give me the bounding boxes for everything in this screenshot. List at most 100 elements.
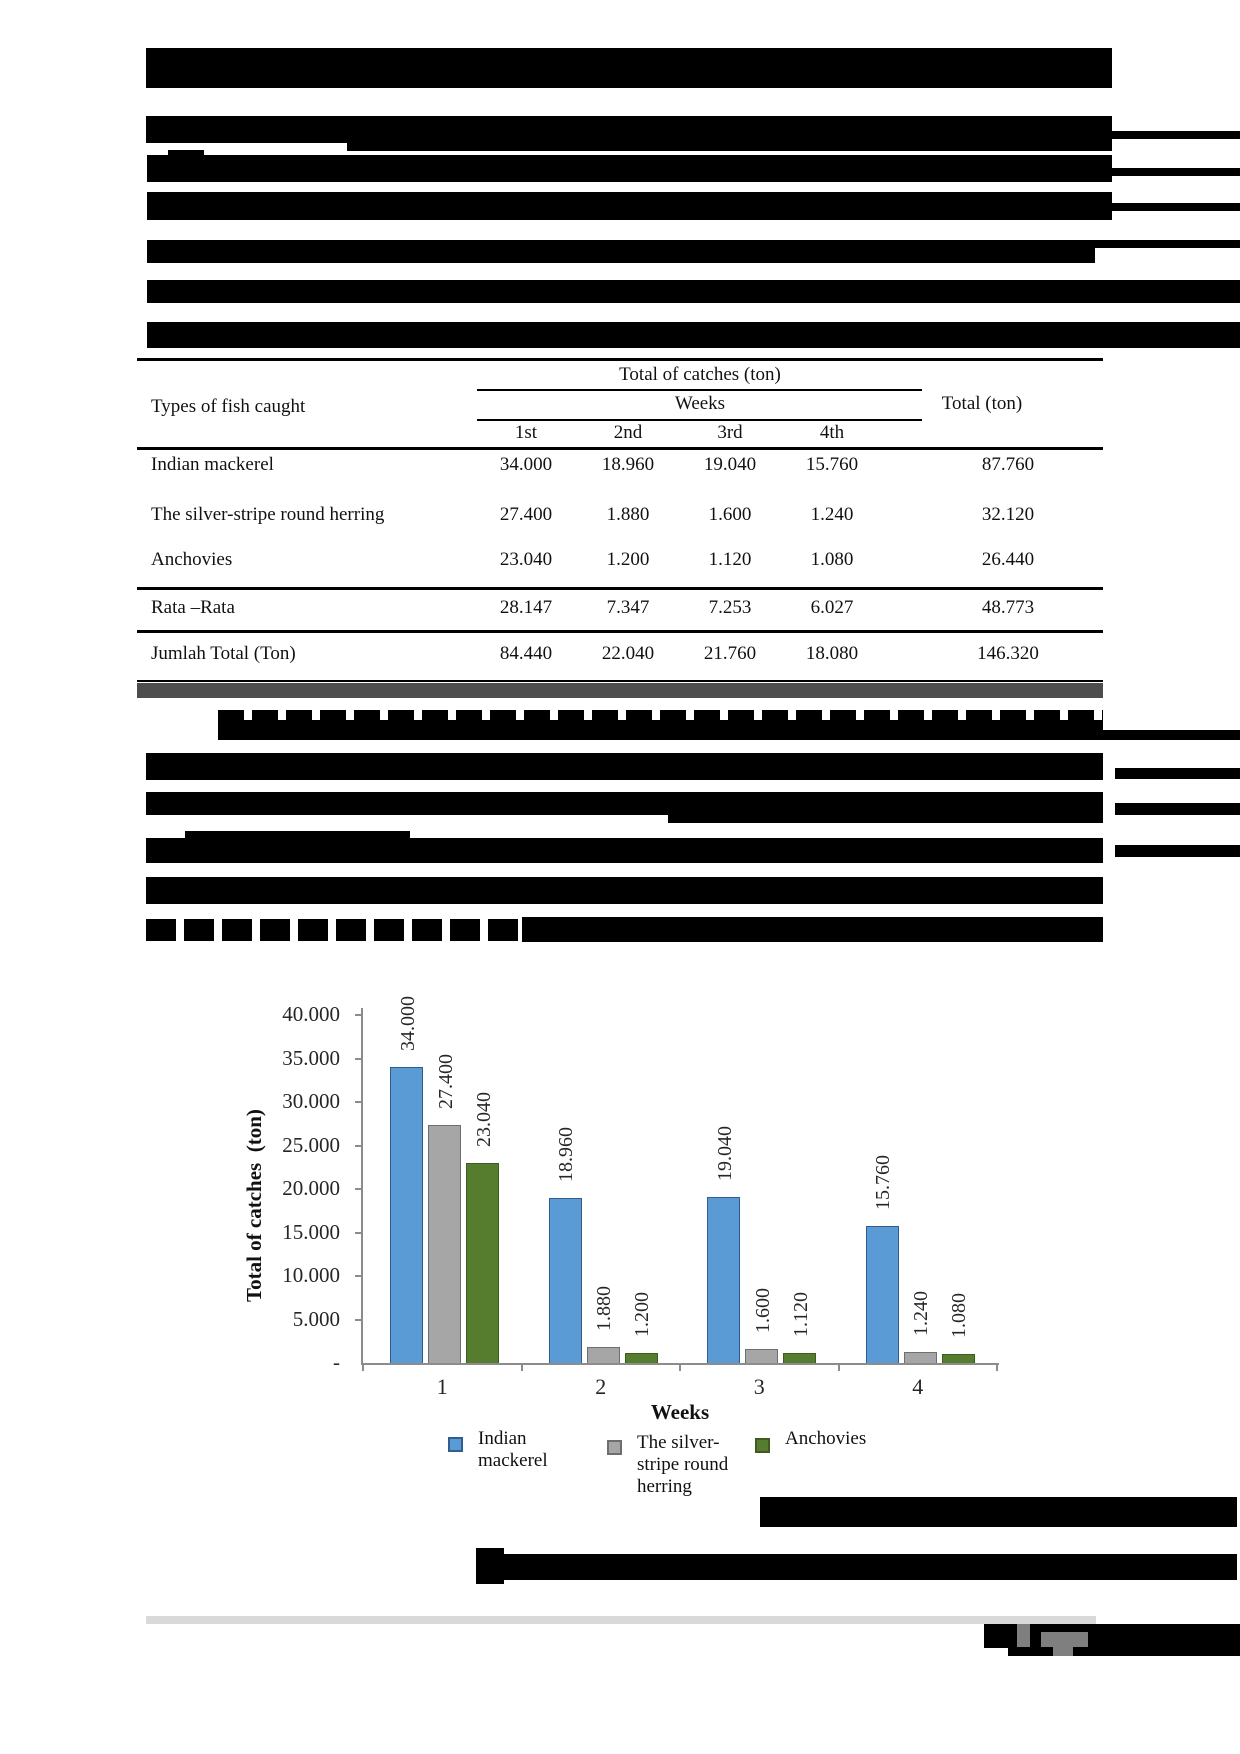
x-axis-tick bbox=[362, 1363, 364, 1371]
redacted-text-bar bbox=[147, 155, 1112, 182]
y-tick-label: 25.000 bbox=[282, 1132, 340, 1157]
redacted-text-bar bbox=[146, 753, 1103, 780]
redacted-caption-bar bbox=[218, 710, 1103, 740]
footer-page-mark bbox=[1041, 1632, 1088, 1647]
redacted-text-bar bbox=[668, 815, 1103, 823]
table-cell: 22.040 bbox=[601, 643, 655, 664]
table-week3-header: 3rd bbox=[717, 422, 743, 443]
legend-label-line: mackerel bbox=[478, 1450, 548, 1471]
bar-series2-week4 bbox=[903, 1352, 937, 1363]
table-cell: 1.880 bbox=[606, 504, 650, 525]
legend-label-anchovies: Anchovies bbox=[785, 1428, 866, 1450]
legend-marker-silver-stripe bbox=[607, 1440, 622, 1455]
bar-value-label: 1.600 bbox=[751, 1288, 774, 1334]
y-tick-label: - bbox=[333, 1350, 340, 1374]
table-cell: 1.240 bbox=[810, 504, 854, 525]
x-axis-tick bbox=[679, 1363, 681, 1371]
table-cell: 21.760 bbox=[703, 643, 757, 664]
legend-label-line: Anchovies bbox=[785, 1428, 867, 1449]
redacted-text-bar bbox=[1112, 131, 1240, 139]
table-row-label: Anchovies bbox=[151, 549, 233, 570]
redacted-text-bar bbox=[522, 917, 1103, 942]
table-cell: 6.027 bbox=[810, 597, 854, 618]
redacted-text-bar bbox=[146, 116, 1112, 143]
redacted-text-bar bbox=[1112, 203, 1240, 211]
table-bottom-band bbox=[137, 683, 1103, 698]
redacted-text-bar bbox=[168, 150, 204, 156]
bar-series1-week1 bbox=[390, 1067, 423, 1363]
bar-value-label: 1.080 bbox=[948, 1292, 970, 1338]
redacted-text-bar bbox=[146, 919, 522, 941]
y-tick-label: 35.000 bbox=[282, 1045, 340, 1070]
y-tick-label: 10.000 bbox=[282, 1263, 340, 1287]
bar-value-label: 34.000 bbox=[396, 996, 419, 1052]
table-cell: 7.253 bbox=[708, 597, 752, 618]
bar-series1-week3 bbox=[707, 1197, 740, 1363]
redacted-text-bar bbox=[1115, 768, 1240, 779]
bar-value-label: 15.760 bbox=[872, 1154, 894, 1210]
redacted-figure-caption-bar bbox=[504, 1554, 1237, 1580]
table-cell: 1.120 bbox=[708, 549, 752, 570]
redacted-text-bar bbox=[347, 143, 1112, 151]
table-row-label: Jumlah Total (Ton) bbox=[151, 643, 296, 664]
x-tick-label: 4 bbox=[912, 1374, 924, 1399]
redacted-text-bar bbox=[146, 792, 1103, 815]
legend-label-line: The silver- bbox=[637, 1432, 720, 1453]
table-weeks-rule bbox=[477, 419, 922, 421]
table-header-rule bbox=[137, 447, 1103, 450]
table-bottom-rule bbox=[137, 680, 1103, 682]
table-week2-header: 2nd bbox=[613, 422, 643, 443]
y-tick-label: 15.000 bbox=[282, 1219, 340, 1244]
bar-series3-week3 bbox=[783, 1353, 816, 1363]
redacted-text-bar bbox=[185, 831, 410, 839]
table-weeks-label: Weeks bbox=[674, 393, 726, 414]
legend-marker-indian-mackerel bbox=[448, 1437, 463, 1452]
redacted-text-bar bbox=[146, 877, 1103, 904]
table-row-label: Indian mackerel bbox=[151, 454, 274, 475]
table-row-label: Rata –Rata bbox=[151, 597, 235, 618]
footer-divider bbox=[146, 1616, 1096, 1624]
redacted-text-bar bbox=[760, 1497, 1237, 1527]
table-span-rule bbox=[477, 389, 922, 391]
table-cell: 26.440 bbox=[981, 549, 1035, 570]
bar-value-label: 18.960 bbox=[555, 1127, 577, 1182]
bar-series1-week4 bbox=[865, 1225, 899, 1363]
table-cell: 23.040 bbox=[499, 549, 553, 570]
table-cell: 1.080 bbox=[810, 549, 854, 570]
bar-series3-week1 bbox=[466, 1162, 499, 1363]
bar-series3-week4 bbox=[941, 1353, 975, 1363]
catches-bar-chart: Total of catches (ton) Weeks 40.000 35.00… bbox=[220, 950, 1020, 1430]
table-cell: 34.000 bbox=[499, 454, 553, 475]
bar-value-label: 23.040 bbox=[472, 1091, 495, 1147]
y-axis-tick bbox=[355, 1318, 363, 1321]
redacted-text-bar bbox=[1103, 730, 1240, 740]
bar-series1-week2 bbox=[548, 1198, 582, 1363]
table-cell: 15.760 bbox=[805, 454, 859, 475]
redacted-text-bar bbox=[147, 240, 1095, 263]
bar-value-label: 1.880 bbox=[593, 1285, 615, 1331]
redacted-figure-caption-bar bbox=[476, 1548, 504, 1584]
bar-value-label: 27.400 bbox=[434, 1053, 457, 1109]
bar-value-label: 1.200 bbox=[631, 1291, 653, 1337]
catch-table: Types of fish caught Total of catches (t… bbox=[137, 356, 1103, 700]
legend-label-line: herring bbox=[637, 1476, 692, 1497]
y-axis-line bbox=[361, 1008, 363, 1365]
bar-series2-week3 bbox=[745, 1349, 778, 1363]
y-axis-tick bbox=[355, 1144, 363, 1147]
table-cell: 1.600 bbox=[708, 504, 752, 525]
table-cell: 87.760 bbox=[981, 454, 1035, 475]
redacted-text-bar bbox=[147, 280, 1240, 303]
legend-label-indian-mackerel: Indian mackerel bbox=[478, 1428, 548, 1472]
table-cell: 18.960 bbox=[601, 454, 655, 475]
table-cell: 7.347 bbox=[606, 597, 650, 618]
redacted-text-bar bbox=[1112, 168, 1240, 176]
x-tick-label: 2 bbox=[595, 1374, 607, 1399]
table-cell: 84.440 bbox=[499, 643, 553, 664]
redacted-text-bar bbox=[147, 322, 1240, 348]
footer-page-mark bbox=[1053, 1647, 1073, 1656]
x-axis-title: Weeks bbox=[650, 1400, 710, 1424]
redacted-text-bar bbox=[1115, 803, 1240, 815]
y-axis-tick bbox=[355, 1057, 363, 1060]
legend-label-silver-stripe: The silver- stripe round herring bbox=[637, 1432, 728, 1498]
